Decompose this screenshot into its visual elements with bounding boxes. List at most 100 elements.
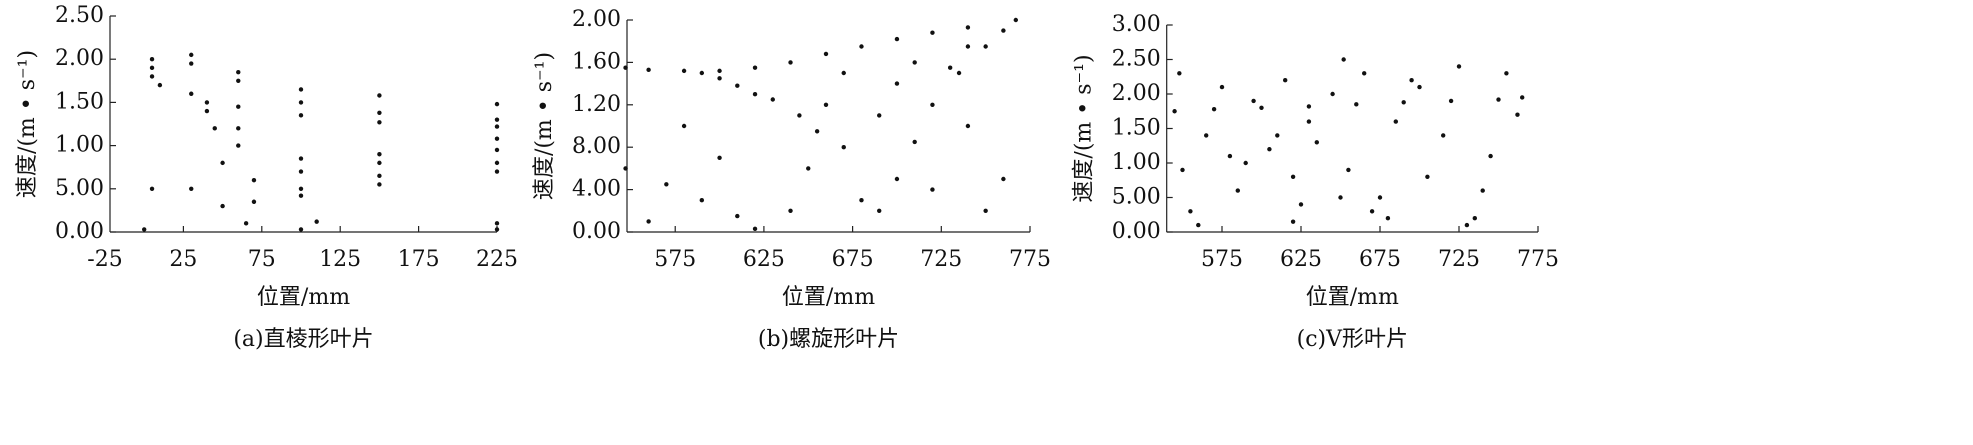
point [646, 219, 651, 224]
point [947, 65, 953, 70]
point [752, 92, 758, 97]
point [377, 173, 382, 179]
point [236, 104, 241, 109]
point [1235, 188, 1241, 193]
point [1417, 84, 1422, 90]
y-tick-label: 0.00 [1112, 219, 1161, 244]
point [1488, 153, 1493, 159]
point [1180, 167, 1185, 173]
point [204, 108, 210, 114]
y-tick-label: 1.20 [572, 92, 621, 117]
x-axis-label: 位置/mm [257, 285, 350, 310]
y-tick-label: 8.00 [572, 134, 621, 159]
point [298, 193, 304, 198]
point [377, 120, 382, 125]
point [149, 186, 155, 191]
x-tick-label: 725 [920, 247, 962, 272]
point [1362, 71, 1367, 76]
x-tick-label: 775 [1009, 247, 1051, 272]
point [220, 203, 225, 209]
point [1504, 71, 1509, 76]
point [149, 57, 155, 62]
y-tick-label: 1.50 [55, 89, 104, 114]
point [965, 123, 971, 129]
point [806, 166, 811, 171]
point [1346, 167, 1351, 173]
x-tick-label: 675 [1359, 247, 1401, 272]
point [189, 186, 194, 191]
x-tick-label: 575 [654, 247, 696, 272]
point [930, 102, 935, 108]
x-tick-label: 775 [1517, 247, 1559, 272]
point [1480, 188, 1485, 193]
x-tick-label: 25 [169, 247, 197, 272]
y-tick-label: 5.00 [55, 176, 104, 201]
point [623, 65, 628, 70]
y-tick-label: 2.00 [1112, 81, 1161, 106]
point [1393, 119, 1399, 124]
point [1441, 133, 1446, 138]
point [894, 36, 900, 42]
point [1330, 91, 1335, 97]
x-tick-label: 175 [398, 247, 440, 272]
point [298, 227, 304, 232]
point [494, 221, 500, 226]
point [1314, 140, 1320, 145]
point [189, 61, 194, 66]
point [1227, 153, 1233, 159]
point [1456, 64, 1462, 69]
x-tick-label: 625 [743, 247, 785, 272]
point [298, 169, 304, 174]
y-tick-label: 5.00 [1112, 185, 1161, 210]
point [1013, 17, 1019, 23]
point [494, 227, 500, 232]
point [494, 136, 500, 141]
point [814, 129, 820, 134]
caption: (b)螺旋形叶片 [758, 327, 899, 352]
point [1496, 97, 1501, 102]
point [142, 227, 147, 232]
point [735, 213, 740, 219]
x-tick-label: 725 [1438, 247, 1480, 272]
point [236, 143, 241, 148]
point [983, 44, 988, 49]
point [681, 123, 687, 129]
x-tick-label: 575 [1201, 247, 1243, 272]
point [1001, 176, 1006, 182]
point [1259, 105, 1264, 111]
point [1204, 133, 1209, 138]
point [983, 208, 988, 213]
point [770, 97, 775, 102]
point [1306, 119, 1312, 124]
point [1211, 106, 1217, 112]
point [1520, 95, 1525, 100]
point [377, 93, 382, 98]
point [298, 87, 304, 92]
point [494, 117, 500, 122]
caption: (a)直棱形叶片 [233, 327, 373, 352]
point [877, 208, 882, 213]
y-axis-label: 速度/(m • s⁻¹) [15, 50, 40, 198]
point [149, 74, 155, 79]
point [494, 160, 500, 166]
point [1251, 98, 1256, 104]
point [1385, 216, 1391, 221]
point [189, 52, 194, 58]
point [377, 182, 382, 187]
point [494, 101, 500, 107]
point [298, 100, 304, 105]
point [377, 152, 382, 157]
point [1341, 57, 1346, 62]
x-tick-label: 675 [832, 247, 874, 272]
point [877, 113, 882, 118]
point [1425, 174, 1430, 179]
point [189, 91, 194, 96]
point [1001, 28, 1006, 33]
point [1369, 209, 1375, 214]
point [956, 70, 962, 76]
point [1377, 195, 1383, 200]
point [1448, 98, 1454, 104]
point [1219, 84, 1225, 90]
point [681, 68, 687, 74]
